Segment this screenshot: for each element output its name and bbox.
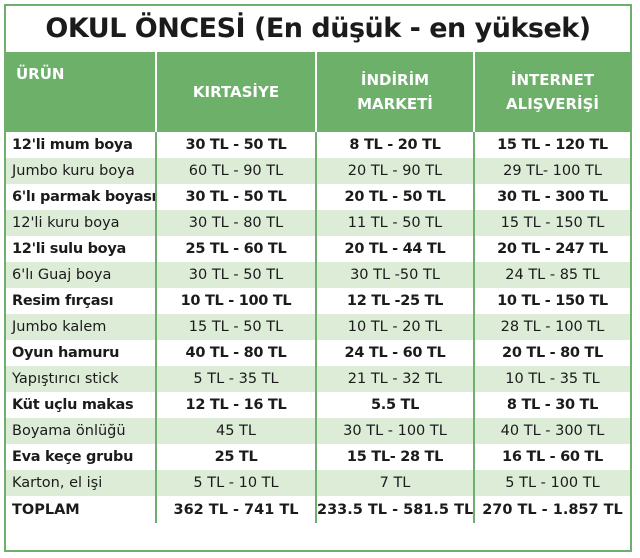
stationery-price-cell: 12 TL - 16 TL xyxy=(155,392,316,418)
header-stationery: KIRTASİYE xyxy=(155,52,316,132)
product-name-cell: Eva keçe grubu xyxy=(12,449,134,465)
online-price-cell: 15 TL - 120 TL xyxy=(473,132,630,158)
total-online-price-cell: 270 TL - 1.857 TL xyxy=(473,496,630,523)
header-online-shopping: İNTERNET ALIŞVERİŞİ xyxy=(473,52,630,132)
stationery-price-cell: 15 TL - 50 TL xyxy=(155,314,316,340)
stationery-price-cell: 40 TL - 80 TL xyxy=(155,340,316,366)
product-name-cell: Oyun hamuru xyxy=(12,345,120,361)
stationery-price-cell: 30 TL - 50 TL xyxy=(155,262,316,288)
table-row: Jumbo kalem 15 TL - 50 TL 10 TL - 20 TL 28 … xyxy=(6,314,630,340)
table-row: Eva keçe grubu 25 TL 15 TL- 28 TL 16 TL - 6… xyxy=(6,444,630,470)
table-row: 6'lı Guaj boya 30 TL - 50 TL 30 TL -50 TL 2… xyxy=(6,262,630,288)
discount-market-price-cell: 5.5 TL xyxy=(315,392,474,418)
stationery-price-cell: 25 TL - 60 TL xyxy=(155,236,316,262)
price-table-frame: OKUL ÖNCESİ (En düşük - en yüksek) ÜRÜN … xyxy=(4,4,632,552)
product-name-cell: Küt uçlu makas xyxy=(12,397,134,413)
discount-market-price-cell: 11 TL - 50 TL xyxy=(315,210,474,236)
table-row: Resim fırçası 10 TL - 100 TL 12 TL -25 TL 1… xyxy=(6,288,630,314)
total-stationery-price-cell: 362 TL - 741 TL xyxy=(155,496,316,523)
product-name-cell: 12'li kuru boya xyxy=(6,210,156,236)
online-price-cell: 16 TL - 60 TL xyxy=(473,444,630,470)
online-price-cell: 20 TL - 247 TL xyxy=(473,236,630,262)
total-discount-market-price-cell: 233.5 TL - 581.5 TL xyxy=(315,496,474,523)
discount-market-price-cell: 12 TL -25 TL xyxy=(315,288,474,314)
discount-market-price-cell: 8 TL - 20 TL xyxy=(315,132,474,158)
table-title: OKUL ÖNCESİ (En düşük - en yüksek) xyxy=(45,13,591,44)
header-discount-market: İNDİRİM MARKETİ xyxy=(315,52,474,132)
header-row: ÜRÜN KIRTASİYE İNDİRİM MARKETİ İNTERNET … xyxy=(6,52,630,132)
stationery-price-cell: 25 TL xyxy=(155,444,316,470)
table-row: 6'lı parmak boyası 30 TL - 50 TL 20 TL - 5… xyxy=(6,184,630,210)
product-name-cell: Yapıştırıcı stick xyxy=(6,366,156,392)
product-name-cell: Karton, el işi xyxy=(6,470,156,496)
product-name-cell: Resim fırçası xyxy=(12,293,114,309)
table-row: Boyama önlüğü 45 TL 30 TL - 100 TL 40 TL - … xyxy=(6,418,630,444)
online-price-cell: 30 TL - 300 TL xyxy=(473,184,630,210)
header-product: ÜRÜN xyxy=(6,52,156,132)
online-price-cell: 10 TL - 150 TL xyxy=(473,288,630,314)
table-row: 12'li kuru boya 30 TL - 80 TL 11 TL - 50 T… xyxy=(6,210,630,236)
online-price-cell: 29 TL- 100 TL xyxy=(473,158,630,184)
header-online-shopping-label: İNTERNET ALIŞVERİŞİ xyxy=(506,71,599,113)
total-row: TOPLAM 362 TL - 741 TL 233.5 TL - 581.5 TL… xyxy=(6,496,630,523)
product-name-cell: Boyama önlüğü xyxy=(6,418,156,444)
online-price-cell: 24 TL - 85 TL xyxy=(473,262,630,288)
product-name-cell: 12'li sulu boya xyxy=(12,241,126,257)
discount-market-price-cell: 15 TL- 28 TL xyxy=(315,444,474,470)
product-name-cell: 6'lı parmak boyası xyxy=(12,189,156,205)
online-price-cell: 5 TL - 100 TL xyxy=(473,470,630,496)
online-price-cell: 15 TL - 150 TL xyxy=(473,210,630,236)
table-row: Karton, el işi 5 TL - 10 TL 7 TL 5 TL - 100… xyxy=(6,470,630,496)
discount-market-price-cell: 21 TL - 32 TL xyxy=(315,366,474,392)
stationery-price-cell: 30 TL - 50 TL xyxy=(155,132,316,158)
price-table: ÜRÜN KIRTASİYE İNDİRİM MARKETİ İNTERNET … xyxy=(6,52,630,523)
total-product-name-cell: TOPLAM xyxy=(12,501,80,518)
discount-market-price-cell: 20 TL - 90 TL xyxy=(315,158,474,184)
product-name-cell: 12'li mum boya xyxy=(12,137,133,153)
stationery-price-cell: 5 TL - 10 TL xyxy=(155,470,316,496)
discount-market-price-cell: 20 TL - 50 TL xyxy=(315,184,474,210)
header-discount-market-label: İNDİRİM MARKETİ xyxy=(357,71,433,113)
table-row: 12'li mum boya 30 TL - 50 TL 8 TL - 20 TL 1… xyxy=(6,132,630,158)
online-price-cell: 28 TL - 100 TL xyxy=(473,314,630,340)
discount-market-price-cell: 30 TL - 100 TL xyxy=(315,418,474,444)
table-row: Oyun hamuru 40 TL - 80 TL 24 TL - 60 TL 20 … xyxy=(6,340,630,366)
table-row: Yapıştırıcı stick 5 TL - 35 TL 21 TL - 32 … xyxy=(6,366,630,392)
online-price-cell: 40 TL - 300 TL xyxy=(473,418,630,444)
online-price-cell: 20 TL - 80 TL xyxy=(473,340,630,366)
product-name-cell: Jumbo kuru boya xyxy=(6,158,156,184)
discount-market-price-cell: 24 TL - 60 TL xyxy=(315,340,474,366)
discount-market-price-cell: 30 TL -50 TL xyxy=(315,262,474,288)
discount-market-price-cell: 20 TL - 44 TL xyxy=(315,236,474,262)
online-price-cell: 10 TL - 35 TL xyxy=(473,366,630,392)
stationery-price-cell: 5 TL - 35 TL xyxy=(155,366,316,392)
table-row: 12'li sulu boya 25 TL - 60 TL 20 TL - 44 T… xyxy=(6,236,630,262)
discount-market-price-cell: 7 TL xyxy=(315,470,474,496)
table-row: Küt uçlu makas 12 TL - 16 TL 5.5 TL 8 TL - … xyxy=(6,392,630,418)
stationery-price-cell: 30 TL - 50 TL xyxy=(155,184,316,210)
stationery-price-cell: 45 TL xyxy=(155,418,316,444)
stationery-price-cell: 60 TL - 90 TL xyxy=(155,158,316,184)
online-price-cell: 8 TL - 30 TL xyxy=(473,392,630,418)
product-name-cell: 6'lı Guaj boya xyxy=(6,262,156,288)
stationery-price-cell: 30 TL - 80 TL xyxy=(155,210,316,236)
stationery-price-cell: 10 TL - 100 TL xyxy=(155,288,316,314)
product-name-cell: Jumbo kalem xyxy=(6,314,156,340)
table-row: Jumbo kuru boya 60 TL - 90 TL 20 TL - 90 T… xyxy=(6,158,630,184)
discount-market-price-cell: 10 TL - 20 TL xyxy=(315,314,474,340)
